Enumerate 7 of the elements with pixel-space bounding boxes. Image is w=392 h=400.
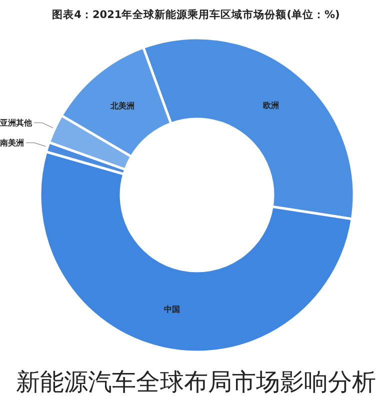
chart-title: 图表4：2021年全球新能源乘用车区域市场份额(单位：%) [52,8,340,21]
slice-label: 亚洲其他 [0,118,34,128]
slice-label: 南美洲 [0,138,24,148]
slice-label: 中国 [164,304,180,314]
text: 新能源汽车全球布局市场影响分析 [16,368,376,396]
slice-label: 欧洲 [262,100,279,110]
slice-label: 北美洲 [109,100,134,110]
